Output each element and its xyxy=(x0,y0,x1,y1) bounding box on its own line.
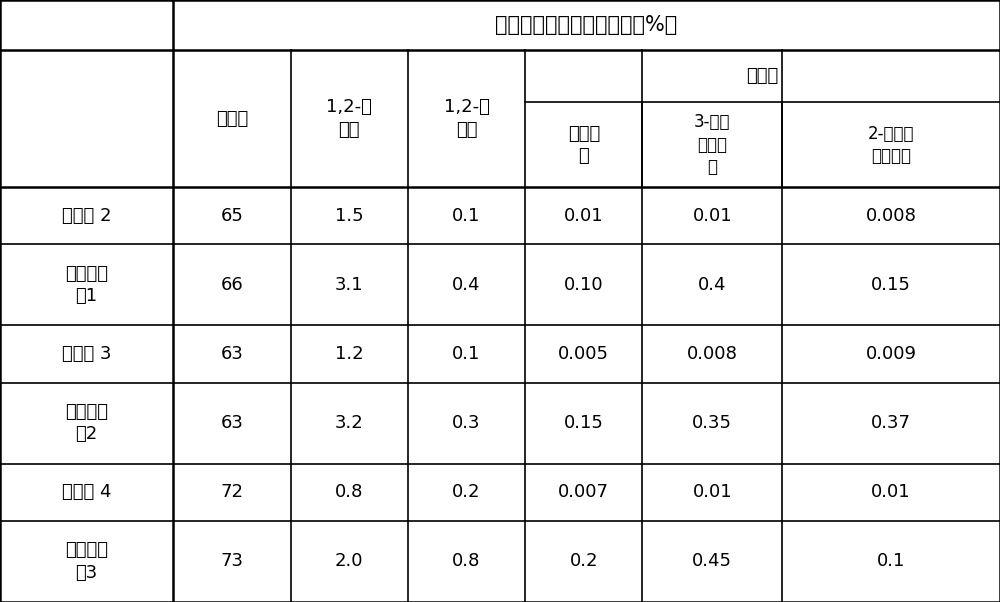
Text: 2.0: 2.0 xyxy=(335,553,363,571)
Text: 0.37: 0.37 xyxy=(871,414,911,432)
Text: 对比实施
例1: 对比实施 例1 xyxy=(65,265,108,305)
Text: 0.35: 0.35 xyxy=(692,414,732,432)
Text: 对比实施
例3: 对比实施 例3 xyxy=(65,541,108,582)
Text: 0.007: 0.007 xyxy=(558,483,609,501)
Text: 73: 73 xyxy=(220,553,243,571)
Text: 四氢糠
醇: 四氢糠 醇 xyxy=(568,125,600,165)
Text: 3.1: 3.1 xyxy=(335,276,363,294)
Text: 0.008: 0.008 xyxy=(866,206,916,225)
Text: 0.15: 0.15 xyxy=(564,414,604,432)
Text: 66: 66 xyxy=(220,276,243,294)
Text: 0.2: 0.2 xyxy=(570,553,598,571)
Text: 0.10: 0.10 xyxy=(564,276,604,294)
Text: 环醚醇: 环醚醇 xyxy=(746,67,779,85)
Text: 实施例 4: 实施例 4 xyxy=(62,483,111,501)
Text: 0.4: 0.4 xyxy=(452,276,481,294)
Text: 0.01: 0.01 xyxy=(692,206,732,225)
Text: 乙二醇产物及副产物收率（%）: 乙二醇产物及副产物收率（%） xyxy=(495,15,678,35)
Text: 0.8: 0.8 xyxy=(452,553,481,571)
Text: 0.1: 0.1 xyxy=(877,553,905,571)
Text: 乙二醇: 乙二醇 xyxy=(216,110,248,128)
Text: 65: 65 xyxy=(220,206,243,225)
Text: 0.01: 0.01 xyxy=(871,483,911,501)
Text: 0.01: 0.01 xyxy=(564,206,604,225)
Text: 63: 63 xyxy=(220,345,243,363)
Text: 1,2-丙
二醇: 1,2-丙 二醇 xyxy=(326,99,372,138)
Text: 0.1: 0.1 xyxy=(452,206,481,225)
Text: 1,2-丁
二醇: 1,2-丁 二醇 xyxy=(444,99,489,138)
Text: 2-羟甲基
四氢吡喃: 2-羟甲基 四氢吡喃 xyxy=(868,125,914,165)
Text: 0.1: 0.1 xyxy=(452,345,481,363)
Text: 72: 72 xyxy=(220,483,243,501)
Text: 0.8: 0.8 xyxy=(335,483,363,501)
Text: 0.4: 0.4 xyxy=(698,276,727,294)
Text: 对比实施
例2: 对比实施 例2 xyxy=(65,403,108,443)
Text: 63: 63 xyxy=(220,414,243,432)
Text: 0.008: 0.008 xyxy=(687,345,738,363)
Text: 0.01: 0.01 xyxy=(692,483,732,501)
Text: 0.45: 0.45 xyxy=(692,553,732,571)
Text: 0.2: 0.2 xyxy=(452,483,481,501)
Text: 实施例 2: 实施例 2 xyxy=(62,206,111,225)
Text: 实施例 3: 实施例 3 xyxy=(62,345,111,363)
Text: 0.005: 0.005 xyxy=(558,345,609,363)
Text: 1.2: 1.2 xyxy=(335,345,363,363)
Text: 1.5: 1.5 xyxy=(335,206,363,225)
Text: 3.2: 3.2 xyxy=(335,414,364,432)
Text: 0.3: 0.3 xyxy=(452,414,481,432)
Text: 0.15: 0.15 xyxy=(871,276,911,294)
Text: 0.009: 0.009 xyxy=(866,345,917,363)
Text: 3-羟基
四氢呋
喃: 3-羟基 四氢呋 喃 xyxy=(694,113,731,176)
